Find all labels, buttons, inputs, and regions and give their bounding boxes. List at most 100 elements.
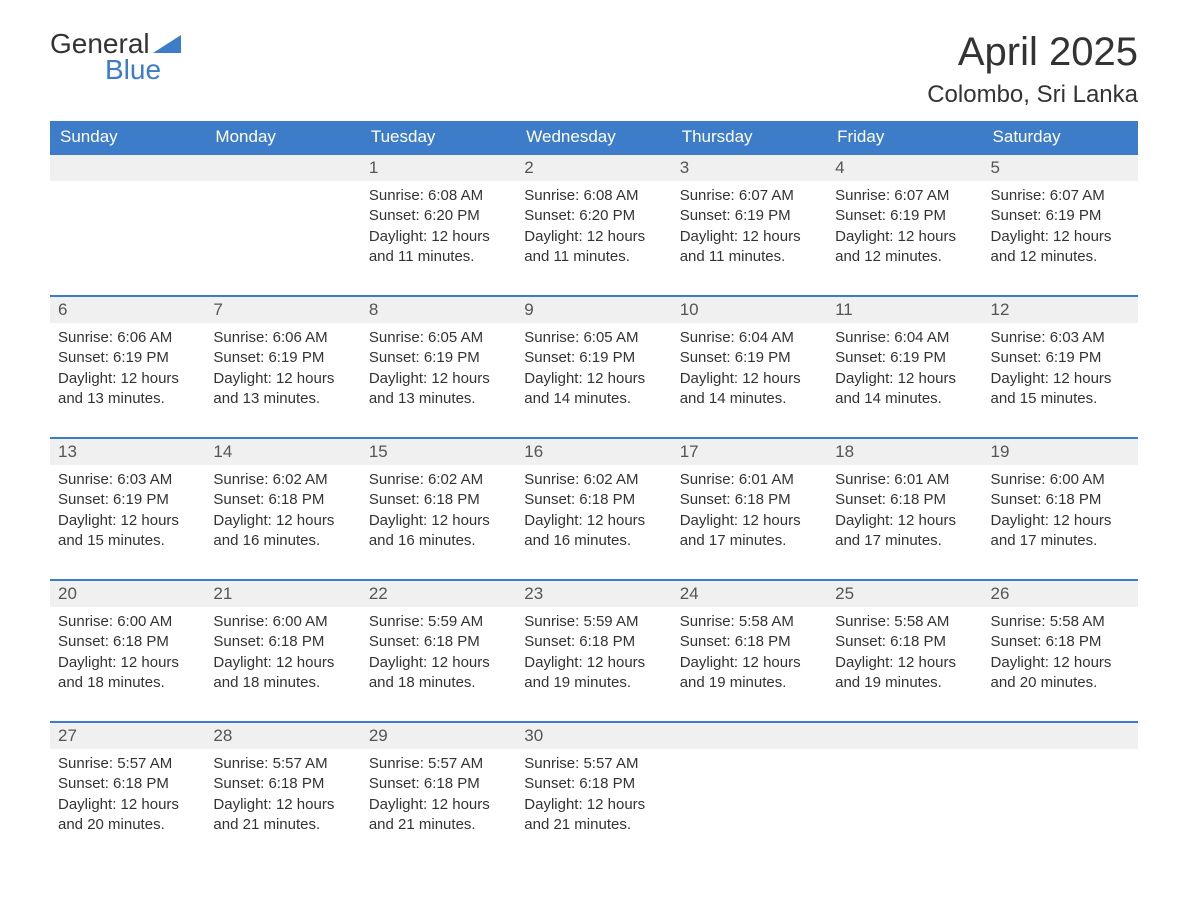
day-number: 4: [827, 155, 982, 181]
day-sunrise: Sunrise: 6:01 AM: [835, 470, 974, 490]
day-sunset: Sunset: 6:19 PM: [369, 348, 508, 368]
day-daylight1: Daylight: 12 hours: [524, 369, 663, 389]
day-details: Sunrise: 5:58 AMSunset: 6:18 PMDaylight:…: [672, 607, 827, 721]
day-daylight2: and 14 minutes.: [680, 389, 819, 409]
day-details: Sunrise: 6:01 AMSunset: 6:18 PMDaylight:…: [827, 465, 982, 579]
day-sunset: Sunset: 6:18 PM: [58, 632, 197, 652]
day-details: Sunrise: 6:02 AMSunset: 6:18 PMDaylight:…: [516, 465, 671, 579]
day-details: Sunrise: 6:00 AMSunset: 6:18 PMDaylight:…: [983, 465, 1138, 579]
day-sunrise: Sunrise: 5:57 AM: [524, 754, 663, 774]
empty-day-bar: [983, 723, 1138, 749]
day-sunrise: Sunrise: 5:58 AM: [835, 612, 974, 632]
day-details: Sunrise: 6:00 AMSunset: 6:18 PMDaylight:…: [50, 607, 205, 721]
day-daylight2: and 21 minutes.: [524, 815, 663, 835]
day-cell: 12Sunrise: 6:03 AMSunset: 6:19 PMDayligh…: [983, 296, 1138, 438]
day-sunrise: Sunrise: 6:00 AM: [991, 470, 1130, 490]
day-daylight1: Daylight: 12 hours: [213, 369, 352, 389]
day-number: 21: [205, 581, 360, 607]
day-sunset: Sunset: 6:18 PM: [680, 490, 819, 510]
day-daylight1: Daylight: 12 hours: [369, 511, 508, 531]
day-sunrise: Sunrise: 6:02 AM: [524, 470, 663, 490]
empty-day-content: [672, 749, 827, 849]
day-daylight1: Daylight: 12 hours: [58, 369, 197, 389]
location: Colombo, Sri Lanka: [927, 81, 1138, 109]
day-daylight1: Daylight: 12 hours: [524, 227, 663, 247]
day-number: 28: [205, 723, 360, 749]
day-sunrise: Sunrise: 6:06 AM: [58, 328, 197, 348]
day-sunrise: Sunrise: 5:58 AM: [991, 612, 1130, 632]
day-daylight2: and 18 minutes.: [58, 673, 197, 693]
day-cell: 18Sunrise: 6:01 AMSunset: 6:18 PMDayligh…: [827, 438, 982, 580]
day-daylight1: Daylight: 12 hours: [991, 369, 1130, 389]
day-sunset: Sunset: 6:18 PM: [524, 632, 663, 652]
header: General Blue April 2025 Colombo, Sri Lan…: [50, 30, 1138, 109]
day-daylight1: Daylight: 12 hours: [58, 795, 197, 815]
day-cell: 24Sunrise: 5:58 AMSunset: 6:18 PMDayligh…: [672, 580, 827, 722]
day-header-row: SundayMondayTuesdayWednesdayThursdayFrid…: [50, 121, 1138, 154]
day-sunset: Sunset: 6:19 PM: [835, 206, 974, 226]
day-daylight2: and 17 minutes.: [835, 531, 974, 551]
day-daylight1: Daylight: 12 hours: [213, 511, 352, 531]
day-daylight1: Daylight: 12 hours: [213, 653, 352, 673]
day-number: 29: [361, 723, 516, 749]
day-number: 10: [672, 297, 827, 323]
day-sunrise: Sunrise: 6:01 AM: [680, 470, 819, 490]
day-cell: 30Sunrise: 5:57 AMSunset: 6:18 PMDayligh…: [516, 722, 671, 863]
day-daylight2: and 18 minutes.: [213, 673, 352, 693]
day-details: Sunrise: 5:59 AMSunset: 6:18 PMDaylight:…: [361, 607, 516, 721]
day-daylight1: Daylight: 12 hours: [58, 653, 197, 673]
day-sunset: Sunset: 6:19 PM: [991, 348, 1130, 368]
day-details: Sunrise: 6:07 AMSunset: 6:19 PMDaylight:…: [983, 181, 1138, 295]
day-cell: 11Sunrise: 6:04 AMSunset: 6:19 PMDayligh…: [827, 296, 982, 438]
day-sunset: Sunset: 6:20 PM: [369, 206, 508, 226]
day-details: Sunrise: 6:08 AMSunset: 6:20 PMDaylight:…: [361, 181, 516, 295]
day-cell: 9Sunrise: 6:05 AMSunset: 6:19 PMDaylight…: [516, 296, 671, 438]
day-cell: 28Sunrise: 5:57 AMSunset: 6:18 PMDayligh…: [205, 722, 360, 863]
day-number: 22: [361, 581, 516, 607]
day-details: Sunrise: 6:00 AMSunset: 6:18 PMDaylight:…: [205, 607, 360, 721]
day-sunrise: Sunrise: 5:59 AM: [524, 612, 663, 632]
day-details: Sunrise: 5:57 AMSunset: 6:18 PMDaylight:…: [361, 749, 516, 863]
day-sunset: Sunset: 6:19 PM: [524, 348, 663, 368]
day-daylight2: and 20 minutes.: [991, 673, 1130, 693]
day-number: 7: [205, 297, 360, 323]
day-daylight2: and 12 minutes.: [835, 247, 974, 267]
day-number: 30: [516, 723, 671, 749]
day-sunset: Sunset: 6:19 PM: [835, 348, 974, 368]
day-details: Sunrise: 5:58 AMSunset: 6:18 PMDaylight:…: [827, 607, 982, 721]
day-sunset: Sunset: 6:18 PM: [213, 632, 352, 652]
day-sunset: Sunset: 6:18 PM: [369, 490, 508, 510]
day-daylight2: and 20 minutes.: [58, 815, 197, 835]
month-title: April 2025: [927, 30, 1138, 75]
day-number: 19: [983, 439, 1138, 465]
day-number: 27: [50, 723, 205, 749]
day-daylight1: Daylight: 12 hours: [835, 511, 974, 531]
day-daylight1: Daylight: 12 hours: [213, 795, 352, 815]
day-sunset: Sunset: 6:19 PM: [213, 348, 352, 368]
day-header: Monday: [205, 121, 360, 154]
day-number: 8: [361, 297, 516, 323]
day-details: Sunrise: 5:59 AMSunset: 6:18 PMDaylight:…: [516, 607, 671, 721]
day-sunrise: Sunrise: 6:03 AM: [991, 328, 1130, 348]
day-cell: 15Sunrise: 6:02 AMSunset: 6:18 PMDayligh…: [361, 438, 516, 580]
day-details: Sunrise: 6:07 AMSunset: 6:19 PMDaylight:…: [672, 181, 827, 295]
day-number: 11: [827, 297, 982, 323]
day-daylight2: and 13 minutes.: [58, 389, 197, 409]
day-header: Saturday: [983, 121, 1138, 154]
day-number: 20: [50, 581, 205, 607]
day-details: Sunrise: 6:04 AMSunset: 6:19 PMDaylight:…: [672, 323, 827, 437]
day-sunrise: Sunrise: 6:07 AM: [680, 186, 819, 206]
day-number: 16: [516, 439, 671, 465]
day-sunset: Sunset: 6:18 PM: [991, 632, 1130, 652]
day-details: Sunrise: 5:58 AMSunset: 6:18 PMDaylight:…: [983, 607, 1138, 721]
day-cell: 20Sunrise: 6:00 AMSunset: 6:18 PMDayligh…: [50, 580, 205, 722]
day-cell: 27Sunrise: 5:57 AMSunset: 6:18 PMDayligh…: [50, 722, 205, 863]
day-daylight2: and 14 minutes.: [524, 389, 663, 409]
day-sunrise: Sunrise: 6:02 AM: [369, 470, 508, 490]
empty-day-content: [827, 749, 982, 849]
day-details: Sunrise: 6:08 AMSunset: 6:20 PMDaylight:…: [516, 181, 671, 295]
day-daylight2: and 11 minutes.: [524, 247, 663, 267]
day-cell: [205, 154, 360, 296]
day-sunrise: Sunrise: 6:04 AM: [835, 328, 974, 348]
week-row: 27 Sunrise: 5:57 AMSunset: 6:18 PMDayligh…: [50, 722, 1138, 863]
